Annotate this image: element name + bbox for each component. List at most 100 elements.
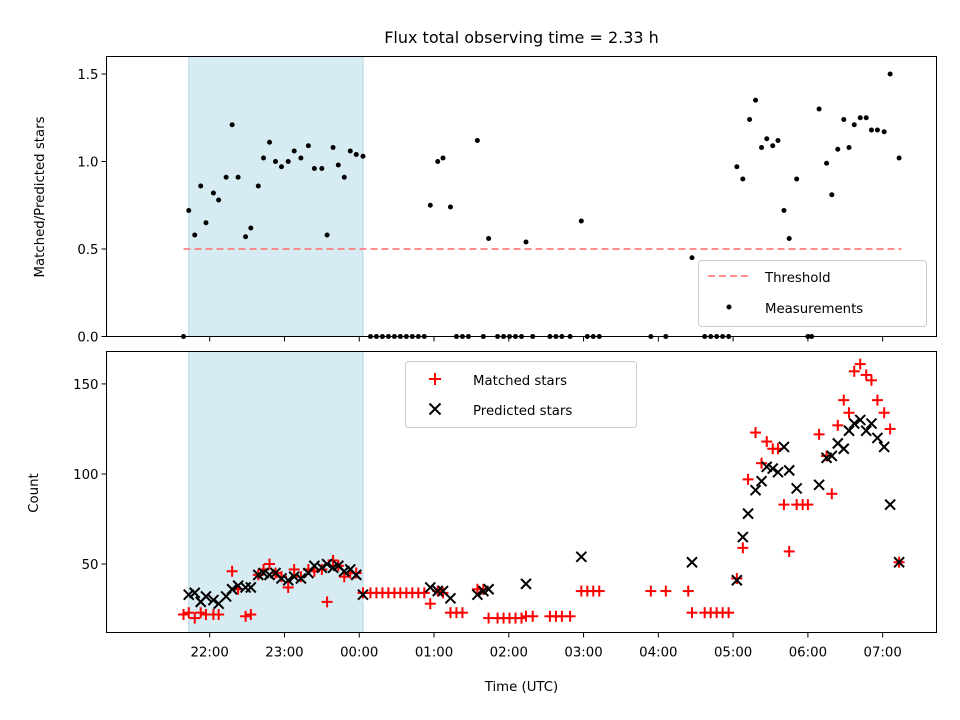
measurement-point [261,155,267,161]
measurement-point [235,174,241,180]
measurement-point [786,236,792,241]
matched-star-point [240,610,252,622]
measurement-point [285,159,291,164]
legend-predicted-label: Predicted stars [473,404,572,419]
matched-star-point [564,610,576,622]
measurement-point [427,202,433,208]
measurement-point [447,204,453,210]
measurement-point [874,127,880,133]
matched-star-point [282,581,294,593]
predicted-star-point [432,585,444,597]
measurement-point [841,117,847,122]
predicted-star-point [295,572,307,585]
matched-star-point [783,545,795,557]
matched-star-point [682,585,694,597]
matched-star-point [338,571,350,583]
legend-matched-swatch [429,373,441,385]
xtick-label: 02:00 [490,646,528,661]
measurement-point [305,143,311,149]
matched-star-point [826,488,838,500]
predicted-star-point [783,464,795,477]
matched-star-point [813,428,825,440]
ratio-ytick-label: 1.0 [77,156,98,171]
matched-star-point [213,608,225,620]
xtick-label: 03:00 [564,646,602,661]
measurement-point [278,164,284,170]
matched-star-point [742,473,754,485]
measurement-point [887,71,893,77]
predicted-star-point [884,498,896,511]
matched-star-point [878,407,890,419]
measurement-point [764,136,770,142]
matched-star-point [802,499,814,511]
measurement-point [298,155,304,161]
predicted-star-point [471,588,484,601]
measurement-point [255,183,261,189]
matched-star-point [865,374,877,386]
matched-star-point [178,608,190,620]
matched-star-point [756,457,768,469]
measurement-point [291,148,297,154]
predicted-star-point [275,572,288,585]
matched-star-point [832,419,844,431]
measurement-point [272,159,278,164]
matched-star-point [477,583,489,595]
measurement-point [192,232,198,238]
matched-star-point [593,585,605,597]
chart-title: Flux total observing time = 2.33 h [384,28,659,47]
ratio-ytick-label: 0.0 [77,331,98,346]
matched-star-point [226,565,238,577]
measurement-point [775,138,781,143]
predicted-star-point [893,556,905,568]
predicted-star-point [245,581,257,594]
count-ytick-label: 150 [73,378,98,393]
legend-measurements-label: Measurements [765,302,863,317]
predicted-star-point [444,592,457,604]
predicted-star-point [424,581,436,594]
matched-star-point [189,612,201,624]
measurement-point [896,155,902,161]
measurement-point [881,129,887,135]
ratio-panel: 0.0 0.5 1.0 1.5 Matched/Predicted stars Thr… [33,56,937,346]
xtick-label: 05:00 [714,646,752,661]
measurement-point [229,122,235,128]
matched-star-point [737,542,749,554]
ratio-shaded-span [188,56,364,337]
predicted-star-point [731,574,743,586]
measurement-point [829,192,835,198]
measurement-point [816,106,822,112]
count-panel-frame [106,351,937,633]
matched-star-point [731,572,743,584]
measurement-point [203,220,209,226]
measurement-point [360,153,366,159]
matched-star-point [418,587,430,599]
matched-star-point [321,596,333,608]
matched-star-point [761,436,773,448]
matched-star-point [660,585,672,597]
matched-star-point [843,407,855,419]
predicted-star-point [357,588,369,601]
measurement-point [868,127,874,133]
legend-predicted-swatch [428,402,442,416]
measurement-point [330,145,336,150]
measurement-point [753,97,759,103]
count-ytick-label: 100 [73,468,98,483]
xtick-label: 04:00 [639,646,677,661]
legend-matched-label: Matched stars [473,374,567,389]
measurement-point [243,234,249,240]
predicted-star-point [813,479,825,491]
measurement-point [770,143,776,149]
predicted-star-point [826,450,838,462]
ratio-ytick-label: 1.5 [77,68,98,83]
matched-star-point [527,610,539,622]
matched-star-point [821,450,833,462]
measurement-point [186,208,192,213]
matched-star-point [264,558,276,570]
measurement-point [435,159,441,164]
measurement-point [747,117,753,122]
predicted-star-point [767,462,779,475]
measurement-point [223,174,229,180]
measurement-point [324,232,330,238]
count-y-axis-label: Count [27,473,42,513]
